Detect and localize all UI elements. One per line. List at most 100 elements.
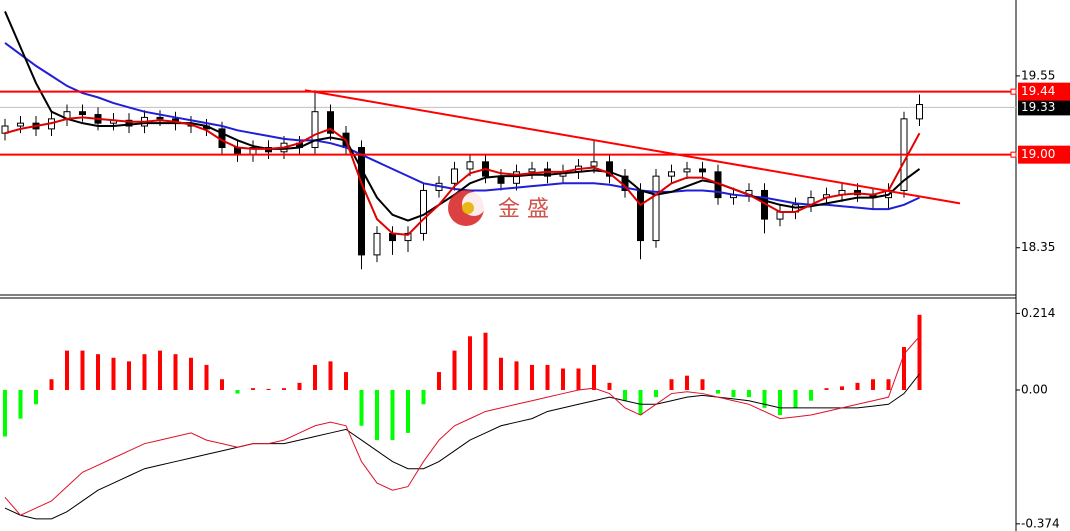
candle-body: [17, 122, 24, 127]
histogram-bar: [111, 357, 116, 390]
level-box: [1018, 82, 1070, 101]
histogram-bar: [530, 364, 534, 390]
histogram-bar: [902, 347, 906, 390]
histogram-bar: [437, 372, 441, 390]
candle-body: [156, 116, 164, 120]
candle-body: [327, 111, 334, 134]
histogram-bar: [359, 389, 364, 426]
candle-body: [311, 111, 319, 148]
histogram-bar: [638, 389, 643, 416]
candle-body: [606, 161, 613, 177]
histogram-bar: [762, 389, 767, 408]
histogram-bar: [328, 361, 333, 390]
candle-body: [590, 161, 598, 167]
histogram-bar: [468, 336, 472, 390]
y-tick-label: 0.00: [1021, 382, 1048, 396]
histogram-bar: [778, 389, 782, 416]
candle-body: [668, 171, 675, 177]
indicator-line: [4, 116, 921, 236]
histogram-bar: [127, 361, 131, 390]
histogram-bar: [96, 354, 100, 390]
histogram-bar: [65, 350, 69, 390]
histogram-bar: [499, 357, 503, 390]
histogram-bar: [313, 364, 317, 390]
level-box: [1018, 145, 1070, 164]
histogram-bar: [483, 332, 488, 390]
histogram-bar: [3, 389, 7, 437]
histogram-bar: [545, 364, 550, 390]
histogram-bar: [49, 379, 54, 390]
histogram-bar: [886, 379, 891, 390]
trend-line: [304, 89, 961, 205]
histogram-bar: [220, 379, 224, 390]
histogram-bar: [251, 388, 255, 390]
candle-body: [79, 111, 86, 116]
histogram-bar: [80, 350, 85, 390]
candle-body: [358, 147, 365, 256]
y-tick-label: 18.35: [1021, 240, 1055, 254]
histogram-bar: [406, 389, 410, 433]
candle-body: [916, 104, 923, 120]
indicator-line: [4, 335, 920, 516]
histogram-bar: [716, 389, 720, 394]
histogram-bar: [142, 354, 147, 390]
watermark-logo: [462, 202, 474, 214]
candle-body: [420, 189, 427, 234]
candle-body: [652, 175, 660, 242]
indicator-line: [4, 11, 921, 222]
histogram-bar: [917, 314, 922, 390]
candle-body: [683, 168, 691, 173]
candle-body: [404, 232, 412, 242]
histogram-bar: [793, 389, 798, 408]
level-handle: [1010, 88, 1017, 95]
histogram-bar: [623, 389, 627, 401]
histogram-bar: [390, 389, 395, 441]
histogram-bar: [173, 354, 178, 390]
histogram-bar: [18, 389, 23, 419]
candle-body: [637, 189, 644, 242]
histogram-bar: [421, 389, 426, 405]
watermark: 金 盛: [448, 190, 549, 226]
histogram-bar: [34, 389, 38, 405]
histogram-bar: [809, 389, 813, 401]
current-price-label: 19.33: [1021, 100, 1055, 114]
histogram-bar: [452, 350, 457, 390]
histogram-bar: [189, 357, 193, 390]
indicator-line: [4, 373, 920, 520]
histogram-bar: [235, 389, 240, 394]
y-tick-label: 0.214: [1021, 306, 1055, 320]
histogram-bar: [344, 372, 348, 390]
histogram-bar: [561, 368, 565, 390]
candle-body: [776, 211, 784, 220]
candle-body: [451, 168, 458, 184]
histogram-bar: [204, 364, 209, 390]
histogram-bar: [747, 389, 751, 398]
candle-body: [125, 119, 133, 127]
histogram-bar: [375, 389, 379, 441]
histogram-bar: [514, 361, 519, 390]
histogram-bar: [731, 389, 736, 398]
candle-body: [466, 161, 474, 170]
watermark-text: 金 盛: [498, 197, 549, 222]
candle-body: [699, 168, 706, 173]
histogram-bar: [855, 382, 860, 390]
histogram-bar: [669, 379, 674, 390]
histogram-bar: [824, 388, 829, 390]
y-tick-label: 19.55: [1021, 68, 1055, 82]
histogram-bar: [592, 364, 596, 390]
histogram-bar: [158, 350, 162, 390]
level-handle: [1010, 151, 1017, 158]
histogram-bar: [840, 386, 844, 390]
histogram-bar: [654, 389, 658, 398]
current-price-box: [1018, 99, 1070, 116]
histogram-bar: [685, 375, 689, 390]
level-label: 19.44: [1021, 84, 1055, 98]
candle-body: [528, 168, 536, 173]
histogram-bar: [282, 388, 286, 390]
histogram-bar: [871, 379, 875, 390]
candle-body: [513, 171, 520, 184]
level-label: 19.00: [1021, 147, 1055, 161]
candle-body: [373, 232, 381, 256]
